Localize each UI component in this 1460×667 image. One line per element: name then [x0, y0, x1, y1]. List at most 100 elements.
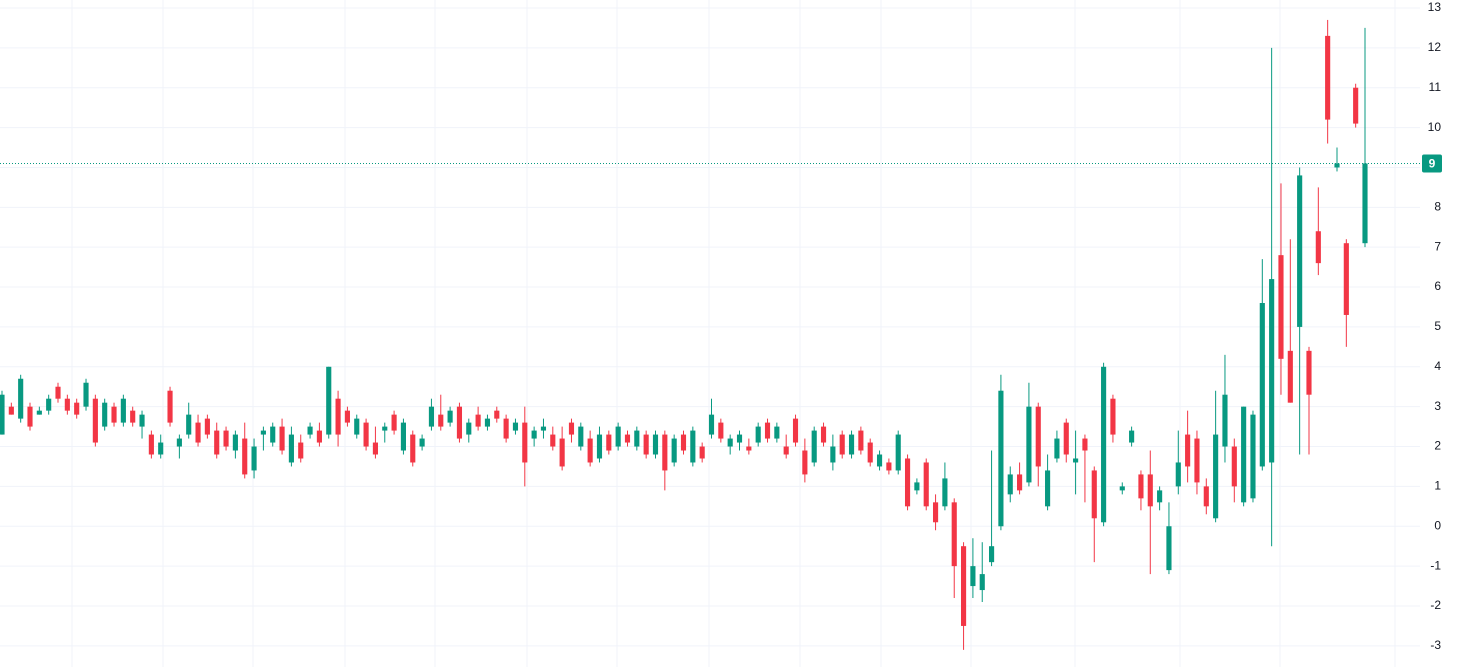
y-tick-label: 12	[1428, 40, 1442, 54]
candle-body	[316, 430, 322, 443]
candle-body	[727, 438, 733, 447]
candle-body	[1241, 406, 1247, 503]
candle-body	[214, 430, 220, 455]
candle-body	[596, 434, 603, 459]
candle-body	[699, 446, 705, 459]
candle-body	[624, 434, 631, 443]
candle-body	[1353, 87, 1359, 124]
candle-body	[204, 418, 210, 435]
candle-body	[652, 434, 659, 455]
y-tick-label: 6	[1434, 279, 1441, 293]
candle-body	[1063, 422, 1069, 455]
candle-body	[764, 422, 771, 439]
time-grid	[71, 0, 1396, 667]
candle-body	[326, 366, 332, 435]
candle-body	[1007, 474, 1013, 495]
candle-body	[755, 426, 761, 443]
y-tick-label: 10	[1428, 120, 1442, 134]
candle-body	[55, 386, 61, 399]
candle-body	[1185, 434, 1191, 467]
candle-body	[148, 434, 154, 455]
candle-body	[718, 422, 724, 439]
candle-body	[410, 434, 416, 463]
candle-body	[279, 426, 285, 451]
candle-body	[820, 426, 827, 443]
candle-body	[64, 398, 70, 411]
candle-body	[998, 390, 1004, 527]
candle-body	[419, 438, 425, 447]
candle-body	[120, 398, 126, 423]
candle-body	[242, 438, 248, 475]
candle-body	[531, 430, 537, 439]
candle-body	[456, 406, 463, 439]
candle-body	[1203, 486, 1209, 507]
candle-body	[1231, 446, 1237, 487]
candle-body	[46, 398, 52, 411]
candle-body	[690, 430, 696, 463]
y-tick-label: 2	[1434, 439, 1441, 453]
candle-body	[1213, 434, 1219, 519]
candle-body	[270, 426, 276, 443]
candle-body	[1306, 350, 1312, 395]
price-label: 9	[1429, 157, 1436, 171]
candle-body	[587, 438, 593, 463]
candle-body	[1362, 163, 1368, 244]
price-label-box	[1422, 154, 1442, 173]
candle-body	[1269, 279, 1275, 463]
candle-body	[158, 442, 164, 455]
candle-body	[223, 430, 229, 447]
candle-body	[858, 430, 864, 451]
candle-body	[382, 426, 388, 431]
candle-body	[867, 442, 873, 463]
candle-body	[1175, 462, 1181, 487]
candle-body	[1259, 303, 1265, 467]
candle-body	[904, 458, 911, 507]
candle-body	[74, 402, 80, 415]
candle-body	[1297, 175, 1303, 327]
candle-body	[1101, 366, 1107, 523]
candle-body	[942, 478, 948, 507]
candle-body	[522, 422, 528, 463]
candle-body	[1166, 526, 1172, 571]
y-tick-label: 11	[1429, 80, 1442, 94]
candle-body	[540, 426, 547, 431]
y-tick-label: 0	[1434, 518, 1441, 532]
candle-body	[643, 434, 649, 455]
candle-body	[428, 406, 435, 427]
y-tick-label: 5	[1434, 319, 1441, 333]
candle-body	[1026, 406, 1032, 483]
y-tick-label: 8	[1434, 199, 1441, 213]
candle-body	[932, 502, 939, 523]
candle-body	[634, 430, 640, 447]
candle-body	[1091, 470, 1097, 519]
candle-body	[102, 402, 108, 427]
candle-body	[559, 438, 565, 467]
candle-body	[1157, 490, 1163, 503]
candle-body	[363, 422, 369, 447]
candle-body	[503, 418, 509, 439]
candle-body	[1325, 35, 1331, 120]
candle-body	[671, 438, 677, 463]
candle-body	[475, 414, 481, 427]
candle-body	[830, 446, 836, 463]
candle-body	[307, 426, 313, 435]
candle-body	[1147, 474, 1153, 507]
candle-body	[335, 398, 341, 435]
y-tick-label: 7	[1434, 239, 1441, 253]
candle-body	[391, 414, 397, 431]
candle-body	[680, 434, 687, 451]
candle-body	[1315, 231, 1321, 264]
candle-body	[176, 438, 182, 447]
candle-body	[232, 434, 238, 451]
candle-body	[708, 414, 715, 435]
candle-body	[466, 422, 472, 435]
candle-body	[568, 422, 575, 435]
candle-body	[736, 434, 743, 443]
candle-body	[18, 378, 24, 419]
candle-body	[578, 426, 584, 447]
candle-body	[895, 434, 901, 471]
candle-body	[1119, 486, 1125, 491]
candle-body	[438, 414, 444, 427]
candle-body	[774, 426, 780, 439]
candle-body	[400, 422, 406, 451]
